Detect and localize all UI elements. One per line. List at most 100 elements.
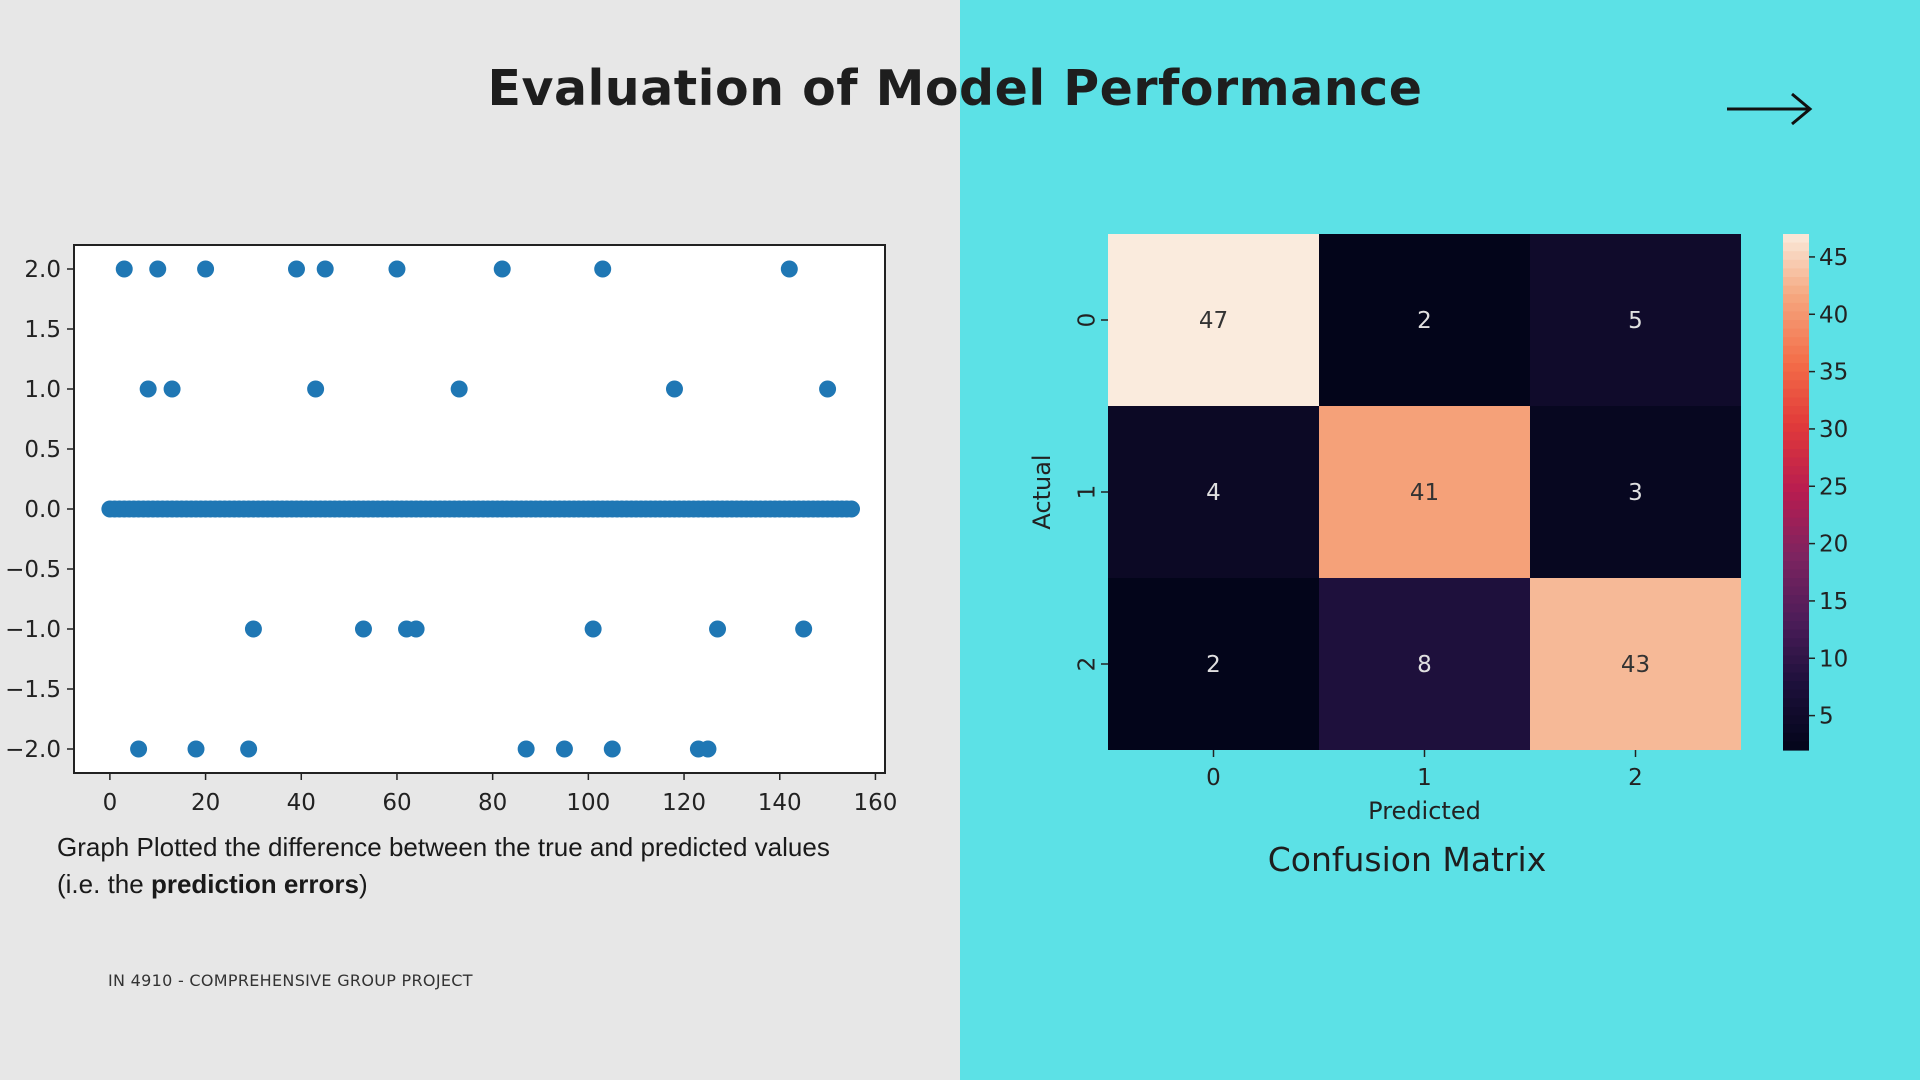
x-tick-label: 80 (478, 790, 507, 816)
scatter-point (517, 740, 535, 758)
scatter-point (795, 620, 813, 638)
heatmap-cell-value: 2 (1206, 652, 1221, 678)
colorbar-segment (1783, 483, 1809, 493)
colorbar-segment (1783, 302, 1809, 312)
x-tick-label: 140 (758, 790, 802, 816)
colorbar-segment (1783, 380, 1809, 390)
scatter-point (149, 260, 167, 278)
x-axis-label: Predicted (1368, 797, 1481, 825)
colorbar-segment (1783, 672, 1809, 682)
colorbar-segment (1783, 414, 1809, 424)
x-tick-label: 2 (1628, 765, 1643, 791)
colorbar-segment (1783, 466, 1809, 476)
colorbar-segment (1783, 474, 1809, 484)
scatter-point (115, 260, 133, 278)
colorbar-segment (1783, 431, 1809, 441)
heatmap-cell-value: 4 (1206, 480, 1221, 506)
colorbar-segment (1783, 509, 1809, 519)
scatter-point (699, 740, 717, 758)
colorbar-segment (1783, 363, 1809, 373)
heatmap-cell-value: 47 (1199, 308, 1228, 334)
colorbar-segment (1783, 612, 1809, 622)
scatter-point (240, 740, 258, 758)
scatter-caption: Graph Plotted the difference between the… (57, 829, 917, 903)
colorbar-tick-label: 10 (1819, 646, 1848, 672)
scatter-point (780, 260, 798, 278)
scatter-point (843, 500, 861, 518)
scatter-point (407, 620, 425, 638)
colorbar-segment (1783, 388, 1809, 398)
heatmap-cell-value: 8 (1417, 652, 1432, 678)
prediction-error-scatter-plot: 0 20 40 60 80 100 120 140 160 −2.0 −1.5 −1.0 −0.5 0.0… (5, 244, 897, 816)
heatmap-cell (1319, 578, 1530, 750)
colorbar-segment (1783, 552, 1809, 562)
heatmap-cell (1530, 234, 1741, 406)
colorbar-tick-label: 35 (1819, 360, 1848, 386)
scatter-point (493, 260, 511, 278)
colorbar-segment (1783, 681, 1809, 691)
heatmap-cell (1108, 406, 1319, 578)
scatter-point (244, 620, 262, 638)
scatter-point (187, 740, 205, 758)
colorbar-segment (1783, 595, 1809, 605)
colorbar-segment (1783, 569, 1809, 579)
y-tick-label: 0 (1075, 313, 1101, 328)
colorbar-segment (1783, 259, 1809, 269)
heatmap-cell-value: 5 (1628, 308, 1643, 334)
scatter-point (287, 260, 305, 278)
scatter-point (603, 740, 621, 758)
y-tick-label: −1.5 (5, 677, 61, 703)
colorbar-tick-label: 40 (1819, 302, 1848, 328)
colorbar-segment (1783, 724, 1809, 734)
colorbar-segment (1783, 500, 1809, 510)
heatmap-cell-value: 3 (1628, 480, 1643, 506)
scatter-point (163, 380, 181, 398)
x-tick-label: 40 (287, 790, 316, 816)
colorbar-segment (1783, 629, 1809, 639)
colorbar-segment (1783, 543, 1809, 553)
scatter-point (130, 740, 148, 758)
x-tick-label: 60 (382, 790, 411, 816)
heatmap-cell (1530, 578, 1741, 750)
colorbar-segment (1783, 492, 1809, 502)
colorbar-segment (1783, 621, 1809, 631)
scatter-point (307, 380, 325, 398)
colorbar-segment (1783, 560, 1809, 570)
colorbar-segment (1783, 234, 1809, 244)
colorbar-segment (1783, 646, 1809, 656)
colorbar-segment (1783, 242, 1809, 252)
colorbar-segment (1783, 354, 1809, 364)
colorbar-tick-label: 20 (1819, 532, 1848, 558)
x-tick-label: 0 (1206, 765, 1221, 791)
y-tick-label: −0.5 (5, 557, 61, 583)
colorbar-segment (1783, 535, 1809, 545)
x-tick-label: 160 (853, 790, 897, 816)
colorbar-segment (1783, 457, 1809, 467)
colorbar-segment (1783, 251, 1809, 261)
colorbar-segment (1783, 371, 1809, 381)
scatter-point (197, 260, 215, 278)
scatter-point (388, 260, 406, 278)
colorbar-segment (1783, 423, 1809, 433)
slide-title: Evaluation of Model Performance (487, 60, 1423, 117)
colorbar-segment (1783, 311, 1809, 321)
x-tick-label: 1 (1417, 765, 1432, 791)
scatter-point (584, 620, 602, 638)
x-tick-label: 20 (191, 790, 220, 816)
colorbar-segment (1783, 664, 1809, 674)
colorbar-tick-label: 30 (1819, 417, 1848, 443)
colorbar-segment (1783, 449, 1809, 459)
colorbar-tick-label: 25 (1819, 474, 1848, 500)
scatter-caption-line1: Graph Plotted the difference between the… (57, 832, 830, 862)
colorbar-segment (1783, 732, 1809, 742)
right-arrow-icon[interactable] (1724, 90, 1814, 130)
colorbar-segment (1783, 655, 1809, 665)
x-tick-label: 0 (103, 790, 118, 816)
colorbar-segment (1783, 328, 1809, 338)
y-tick-label: −1.0 (5, 617, 61, 643)
y-tick-label: 2 (1075, 657, 1101, 672)
heatmap-cell (1319, 234, 1530, 406)
scatter-caption-suffix: ) (359, 869, 368, 899)
colorbar-segment (1783, 578, 1809, 588)
scatter-point (819, 380, 837, 398)
